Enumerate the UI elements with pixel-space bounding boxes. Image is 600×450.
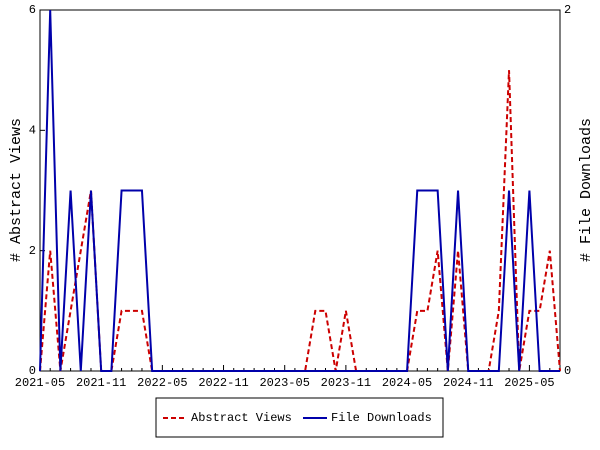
x-tick-label: 2023-11 bbox=[321, 376, 371, 390]
plot-frame bbox=[39, 9, 561, 372]
x-tick-label: 2022-11 bbox=[198, 376, 248, 390]
x-tick-label: 2021-11 bbox=[76, 376, 126, 390]
y-tick-label: 0 bbox=[29, 364, 36, 378]
y-tick-label: 2 bbox=[29, 244, 36, 258]
series-line bbox=[39, 9, 560, 372]
y-tick-label: 4 bbox=[29, 124, 36, 138]
y2-tick-label: 0 bbox=[564, 364, 571, 378]
legend-box bbox=[155, 397, 444, 438]
series-line bbox=[39, 70, 561, 372]
x-tick-label: 2024-05 bbox=[382, 376, 432, 390]
y-tick-label: 6 bbox=[29, 3, 36, 17]
y2-tick-label: 2 bbox=[564, 3, 571, 17]
y2-axis-title: # File Downloads bbox=[578, 118, 595, 262]
x-tick-label: 2024-11 bbox=[443, 376, 493, 390]
x-tick-label: 2023-05 bbox=[259, 376, 309, 390]
x-tick-label: 2021-05 bbox=[15, 376, 65, 390]
y-axis-title: # Abstract Views bbox=[8, 118, 25, 262]
x-tick-label: 2025-05 bbox=[504, 376, 554, 390]
legend-label: Abstract Views bbox=[191, 411, 292, 425]
legend-label: File Downloads bbox=[331, 411, 432, 425]
x-tick-label: 2022-05 bbox=[137, 376, 187, 390]
